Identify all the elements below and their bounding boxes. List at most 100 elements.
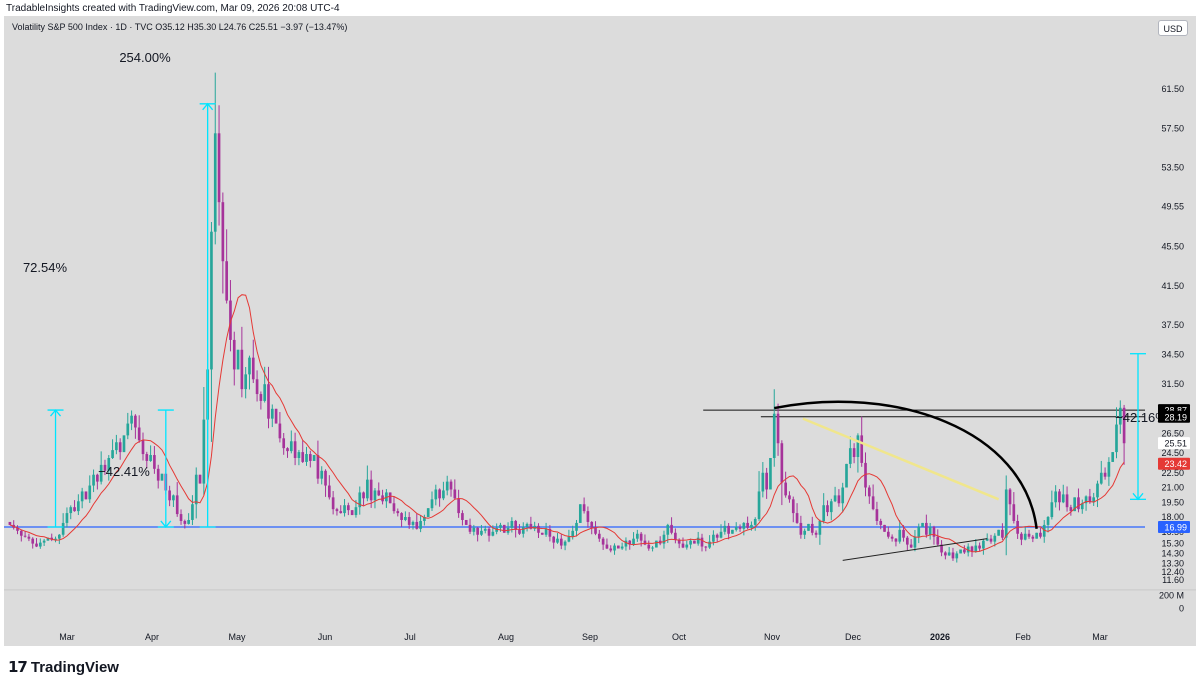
- candle-body: [388, 492, 392, 504]
- time-axis-label: Nov: [764, 632, 781, 642]
- candle-body: [449, 481, 453, 490]
- candle-body: [1054, 491, 1057, 503]
- candle-body: [308, 454, 312, 461]
- candle: [788, 491, 791, 503]
- candle: [464, 519, 468, 525]
- candle: [1115, 407, 1118, 459]
- candle: [377, 482, 381, 497]
- candle: [347, 502, 350, 516]
- candle-body: [282, 438, 286, 449]
- candle: [746, 516, 749, 530]
- candle-body: [156, 468, 160, 481]
- candle: [1035, 532, 1038, 539]
- candle-body: [1058, 491, 1061, 503]
- candle: [122, 435, 126, 453]
- candle-body: [457, 498, 460, 514]
- candle-body: [202, 419, 206, 484]
- candle: [1050, 490, 1054, 520]
- candle-body: [810, 523, 814, 533]
- measure-tool: 72.54%: [23, 260, 67, 528]
- candle: [134, 414, 137, 439]
- candle: [845, 463, 848, 488]
- candle-body: [826, 505, 829, 513]
- candle: [153, 446, 156, 474]
- candle-body: [1122, 407, 1126, 444]
- candle: [502, 524, 506, 533]
- candle: [765, 467, 768, 499]
- candle: [327, 475, 331, 500]
- candle: [73, 500, 76, 512]
- candle: [118, 438, 122, 460]
- candle-body: [77, 501, 80, 512]
- candle-body: [989, 538, 993, 542]
- candle-body: [1080, 503, 1084, 510]
- candle: [210, 222, 213, 442]
- price-tick-label: 18.00: [1161, 512, 1184, 522]
- candle: [149, 445, 152, 462]
- candle-body: [502, 524, 506, 533]
- candle: [548, 525, 552, 542]
- candle-body: [1115, 424, 1118, 453]
- candle: [1039, 527, 1042, 539]
- candle-body: [50, 537, 54, 540]
- candle: [27, 533, 31, 542]
- candle-body: [122, 435, 126, 453]
- candle: [274, 408, 278, 424]
- candle: [1061, 484, 1065, 504]
- candle-body: [1023, 533, 1027, 540]
- candle-body: [841, 487, 845, 504]
- candle: [221, 192, 225, 294]
- volume-tick-label: 200 M: [1159, 590, 1184, 600]
- candle: [925, 514, 928, 538]
- candle-body: [567, 536, 571, 542]
- candle: [297, 449, 301, 466]
- candle-body: [681, 543, 685, 548]
- candle-body: [137, 427, 141, 441]
- candle: [491, 525, 495, 537]
- candle-body: [267, 384, 270, 419]
- candle-body: [259, 394, 263, 401]
- candle-body: [1061, 494, 1065, 503]
- candle: [1012, 492, 1016, 524]
- candle-body: [936, 536, 940, 545]
- candle-body: [860, 435, 864, 463]
- candle: [544, 522, 548, 537]
- candle-body: [624, 540, 628, 547]
- price-label-text: 23.42: [1164, 459, 1187, 469]
- candle: [1118, 400, 1122, 434]
- candle-body: [883, 524, 886, 532]
- candle-body: [727, 525, 730, 534]
- candle-body: [837, 495, 841, 504]
- chart-panel[interactable]: [4, 16, 1196, 646]
- candle: [715, 533, 719, 543]
- candle: [58, 534, 61, 545]
- candle: [286, 447, 289, 458]
- candle: [423, 514, 426, 526]
- candle: [404, 511, 407, 522]
- candle: [476, 526, 479, 542]
- candle-body: [278, 423, 282, 439]
- candle: [244, 366, 248, 399]
- candle-body: [438, 489, 441, 499]
- candle-body: [58, 534, 61, 539]
- measure-tool: −42.16%: [1115, 353, 1167, 501]
- price-label-text: 28.19: [1164, 412, 1187, 422]
- candle: [42, 538, 46, 546]
- candle-body: [974, 545, 978, 552]
- candle: [506, 522, 510, 535]
- candle: [316, 440, 320, 484]
- currency-button[interactable]: USD: [1158, 20, 1188, 36]
- candle-body: [236, 349, 240, 370]
- candle-body: [617, 545, 620, 549]
- candle-body: [335, 509, 339, 512]
- candle-body: [982, 540, 985, 549]
- candle: [632, 532, 635, 546]
- candle: [913, 529, 917, 552]
- candle-body: [19, 530, 23, 536]
- candle-body: [601, 538, 605, 545]
- rising-trendline: [842, 538, 988, 561]
- candle-body: [628, 540, 632, 545]
- price-tick-label: 11.60: [1162, 575, 1184, 585]
- candle: [411, 520, 415, 530]
